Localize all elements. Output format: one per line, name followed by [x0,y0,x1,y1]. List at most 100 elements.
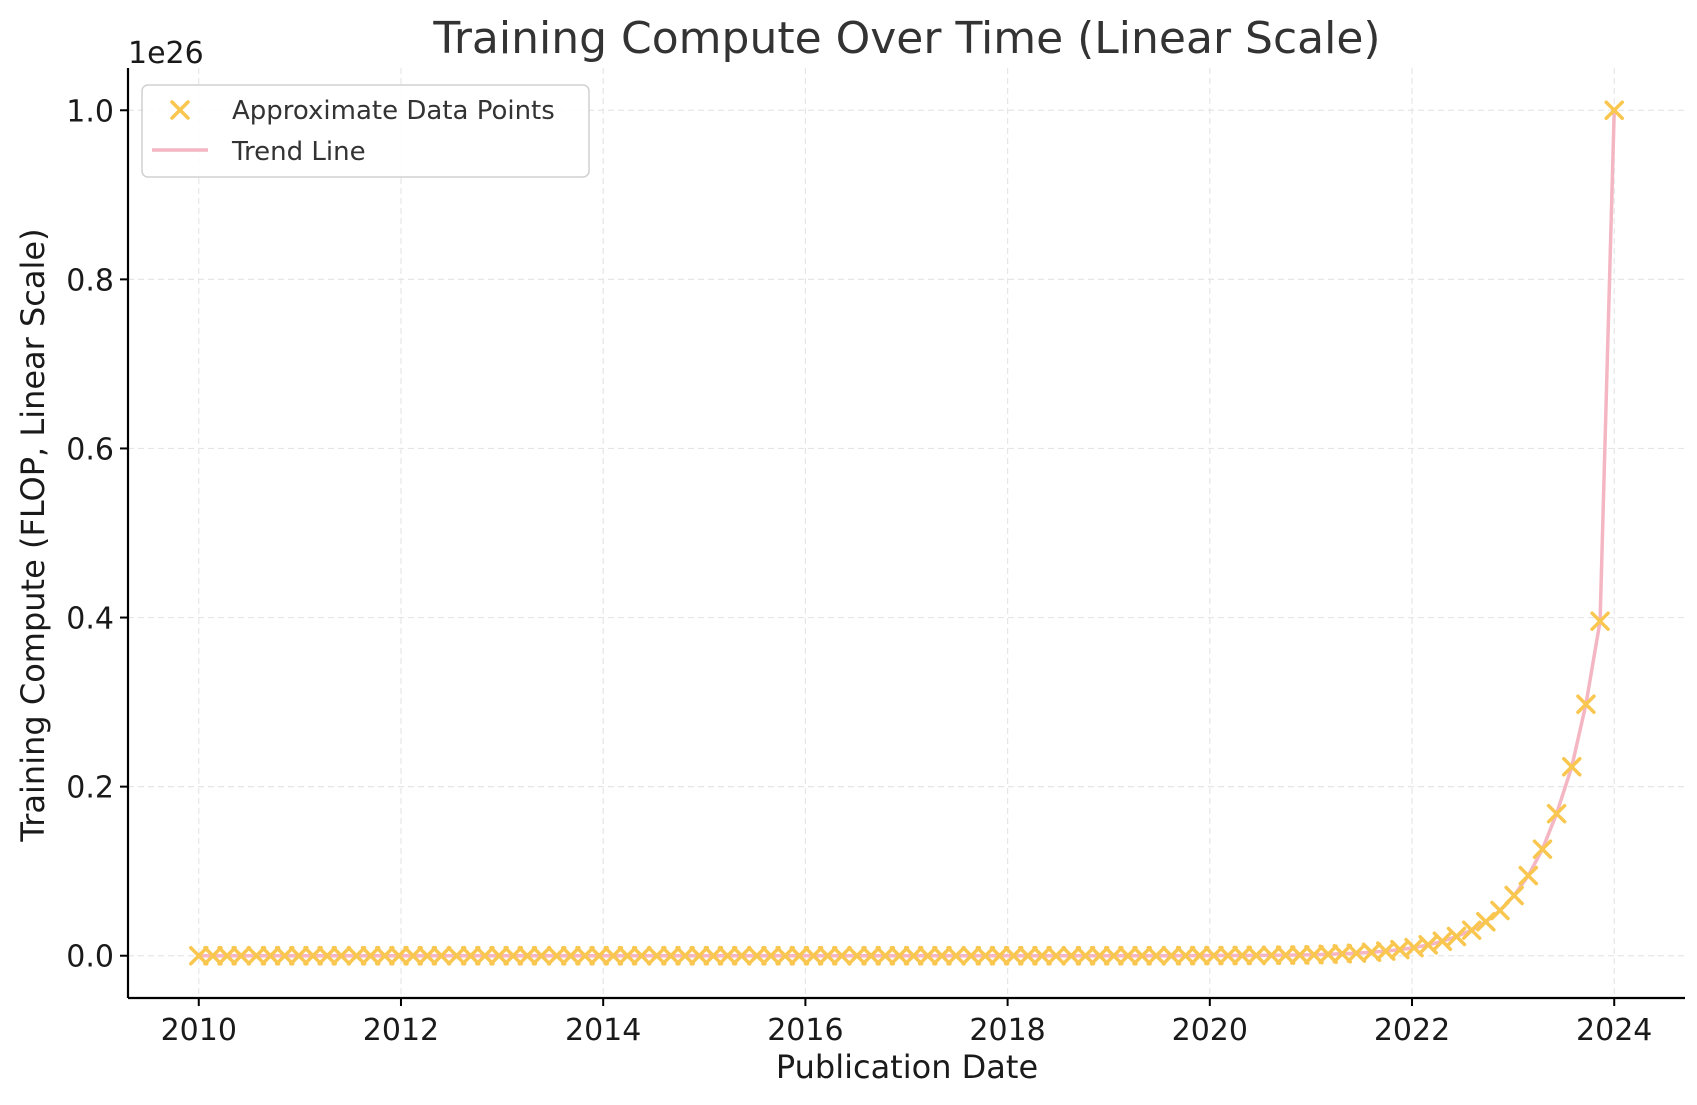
data-point [203,945,223,966]
data-point [1461,920,1482,940]
data-point [1504,885,1524,906]
data-point [961,945,981,966]
data-point [1189,945,1210,966]
data-point [1576,694,1596,715]
data-point [189,945,209,966]
data-point [289,945,309,966]
data-point [246,945,267,966]
data-point [1104,945,1124,966]
x-tick-label: 2024 [1576,1013,1652,1048]
data-point [1132,945,1152,966]
data-point [989,945,1010,966]
data-point [946,945,966,966]
data-point [1218,945,1238,966]
data-point [546,945,567,966]
x-tick-label: 2010 [161,1013,237,1048]
legend-label-scatter: Approximate Data Points [232,96,555,126]
data-point [1275,945,1296,965]
x-tick-label: 2020 [1172,1013,1248,1048]
data-point [1318,944,1338,965]
legend-scatter-marker [170,100,190,120]
y-axis-label: Training Compute (FLOP, Linear Scale) [14,228,52,842]
data-point [575,945,595,966]
data-point [975,945,996,966]
data-point [1089,945,1110,966]
data-point [932,945,952,966]
data-point [1532,839,1553,859]
data-point [1061,945,1082,966]
data-point [561,945,581,966]
data-point [1175,945,1196,966]
data-point [817,945,838,966]
data-point [703,945,724,966]
data-point [875,945,896,966]
data-point [303,945,323,966]
data-point [531,945,552,966]
x-tick-label: 2014 [565,1013,641,1048]
trend-series [198,110,1616,958]
data-point [1304,944,1324,965]
data-point [503,945,523,966]
data-point [260,945,281,966]
data-point [1476,911,1496,932]
data-point [789,945,810,966]
trend-line [198,110,1616,958]
data-point [775,945,795,966]
data-point [1546,803,1567,824]
data-point [917,945,938,966]
data-point [417,945,438,966]
data-point [375,945,395,966]
data-point [1204,945,1224,966]
data-point [1590,611,1610,631]
y-tick-label: 0.8 [66,263,114,298]
x-tick-label: 2018 [969,1013,1045,1048]
data-point [717,945,738,966]
data-point [1518,865,1539,886]
data-point [675,945,695,966]
data-point [832,945,852,966]
legend-frame [141,84,590,178]
data-point [1003,945,1024,966]
data-point [1490,900,1510,921]
x-axis-label: Publication Date [776,1048,1038,1086]
data-point [1032,945,1052,966]
data-point [617,945,638,966]
data-point [1146,945,1166,966]
data-point [274,945,295,966]
data-point [889,945,910,966]
data-point [603,945,624,966]
data-point [475,945,495,966]
data-point [389,945,409,966]
data-point [460,945,481,966]
data-point [331,945,352,966]
data-point [1261,945,1282,966]
data-point [847,945,867,966]
y-tick-label: 0.4 [66,602,114,637]
data-point [217,945,237,966]
scatter-series [189,100,1624,966]
data-point [346,945,367,966]
chart-title: Training Compute Over Time (Linear Scale… [432,13,1380,64]
data-point [431,945,452,966]
grid [128,68,1685,998]
data-point [1604,100,1624,121]
data-point [1290,945,1310,965]
data-point [661,945,681,966]
data-point [360,945,381,966]
x-tick-label: 2016 [767,1013,843,1048]
x-tick-label: 2012 [363,1013,439,1048]
data-point [803,945,824,966]
data-point [1161,945,1182,966]
legend: Approximate Data Points Trend Line [141,84,590,178]
legend-label-trend: Trend Line [231,137,366,167]
data-point [1046,945,1066,966]
data-point [1562,757,1582,777]
data-point [403,945,423,966]
data-point [1232,945,1252,966]
data-point [1118,945,1138,966]
data-point [747,945,767,966]
y-tick-label: 0.2 [66,771,114,806]
data-point [317,945,337,966]
axes [126,68,1685,1000]
